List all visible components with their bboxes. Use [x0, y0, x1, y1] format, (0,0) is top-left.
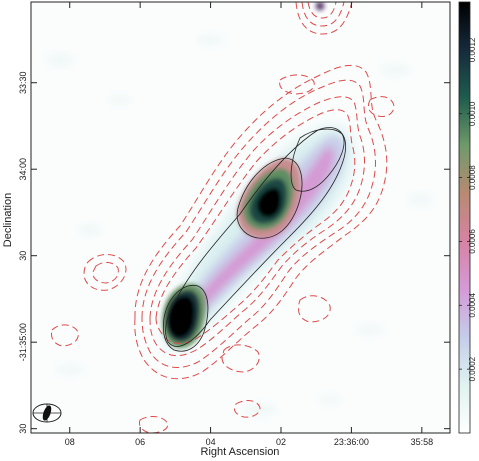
x-tick-label: 02 [276, 437, 286, 447]
y-tick-label: 30 [18, 424, 28, 434]
colorbar-tick-label: 0.0008 [468, 165, 477, 190]
north-east-lobe [162, 283, 206, 349]
x-tick-label: 35:58 [411, 437, 434, 447]
emission-contours [162, 127, 346, 352]
image-area [30, 1, 451, 434]
y-tick-label: 30 [18, 251, 28, 261]
colorbar-tick-label: 0.0012 [468, 37, 477, 62]
x-axis: 08 06 04 02 23:36:00 35:58 [65, 2, 433, 447]
background-noise [46, 35, 432, 416]
y-tick-label: -31:35:00 [18, 323, 28, 361]
y-tick-label: 33:30 [18, 71, 28, 94]
x-tick-label: 06 [135, 437, 145, 447]
colorbar-tick-label: 0.0004 [468, 293, 477, 318]
colorbar-ticks: 0.0002 0.0004 0.0006 0.0008 0.0010 0.0012 [459, 37, 477, 381]
beam-ellipse [32, 403, 62, 423]
compact-source [315, 2, 325, 11]
x-tick-label: 04 [206, 437, 216, 447]
colorbar-ramp [458, 1, 471, 434]
x-tick-label: 23:36:00 [334, 437, 369, 447]
colorbar-tick-label: 0.0002 [468, 356, 477, 381]
colorbar-tick-label: 0.0010 [468, 101, 477, 126]
y-axis: 33:30 34:00 30 -31:35:00 30 [18, 71, 450, 434]
plot-frame [30, 1, 451, 434]
x-tick-label: 08 [65, 437, 75, 447]
x-axis-label: Right Ascension [201, 446, 280, 458]
colorbar: 0.0002 0.0004 0.0006 0.0008 0.0010 0.0012 [458, 1, 477, 434]
y-tick-label: 34:00 [18, 158, 28, 181]
colorbar-tick-label: 0.0006 [468, 229, 477, 254]
y-axis-label: Declination [2, 193, 14, 247]
south-west-lobe [237, 158, 301, 238]
radio-contours [51, 2, 395, 433]
